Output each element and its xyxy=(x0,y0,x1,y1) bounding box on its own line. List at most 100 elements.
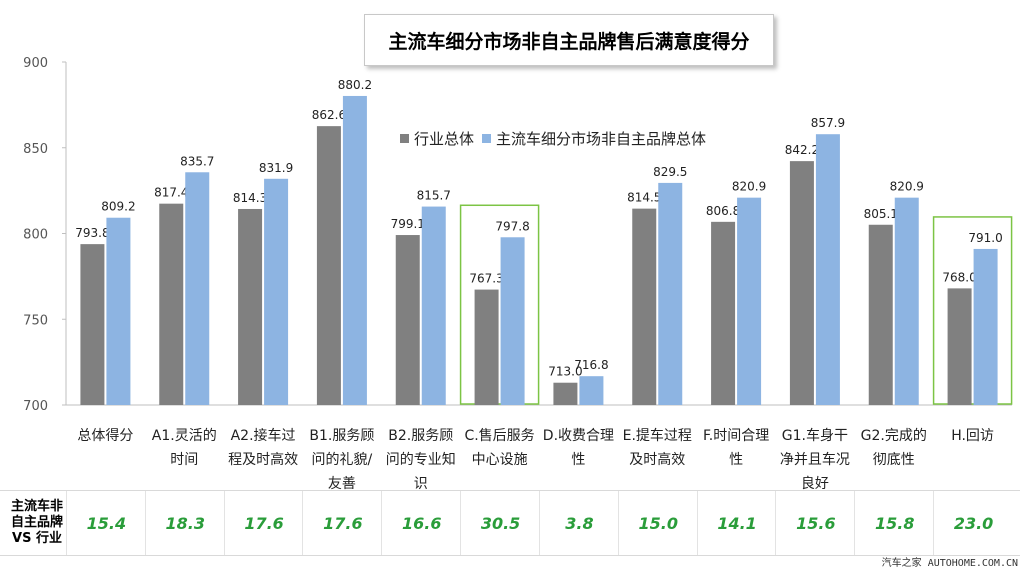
y-tick-label: 850 xyxy=(23,142,48,157)
data-label-industry: 768.0 xyxy=(942,270,976,284)
data-label-brand: 820.9 xyxy=(732,180,766,194)
bar-brand xyxy=(973,248,998,405)
difference-row: 主流车非 自主品牌 VS 行业 15.4 18.3 17.6 17.6 16.6 30.5… xyxy=(0,490,1020,556)
x-category-label: 总体得分 xyxy=(77,427,133,444)
x-category-label: H.回访 xyxy=(951,428,994,444)
difference-value: 15.6 xyxy=(775,491,855,555)
bar-industry xyxy=(80,244,105,405)
data-label-brand: 809.2 xyxy=(101,200,135,214)
bar-brand xyxy=(185,172,210,405)
x-category-label: 识 xyxy=(414,476,428,492)
bar-brand xyxy=(579,376,604,405)
bar-brand xyxy=(894,197,919,405)
x-category-label: B2.服务顾 xyxy=(388,428,453,444)
difference-value: 14.1 xyxy=(696,491,777,555)
legend: 行业总体 主流车细分市场非自主品牌总体 xyxy=(400,128,714,149)
difference-row-label: 主流车非 自主品牌 VS 行业 xyxy=(6,494,68,552)
highlight-box xyxy=(932,216,1013,405)
bar-industry xyxy=(868,224,893,405)
difference-value: 16.6 xyxy=(381,491,461,555)
chart-title: 主流车细分市场非自主品牌售后满意度得分 xyxy=(364,14,774,66)
data-label-brand: 857.9 xyxy=(811,116,845,130)
highlight-box xyxy=(459,204,540,405)
data-label-industry: 799.1 xyxy=(391,217,425,231)
difference-value: 15.8 xyxy=(854,491,934,555)
difference-value: 3.8 xyxy=(538,491,619,555)
data-label-brand: 820.9 xyxy=(890,180,924,194)
bar-brand xyxy=(264,178,289,405)
x-category-label: 净并且车况 xyxy=(780,451,850,468)
difference-label-line: 自主品牌 xyxy=(10,515,63,530)
data-label-industry: 842.2 xyxy=(785,143,819,157)
data-label-industry: 793.8 xyxy=(75,226,109,240)
data-label-industry: 814.3 xyxy=(233,191,267,205)
x-category-label: G2.完成的 xyxy=(861,428,927,444)
difference-value: 23.0 xyxy=(933,491,1013,555)
data-label-brand: 791.0 xyxy=(968,231,1002,245)
bar-industry xyxy=(789,161,814,405)
difference-label-line: 主流车非 xyxy=(10,499,63,514)
x-category-label: A2.接车过 xyxy=(231,427,296,444)
bar-brand xyxy=(106,217,131,405)
difference-value: 15.4 xyxy=(65,491,146,555)
data-label-brand: 716.8 xyxy=(574,358,608,372)
watermark: 汽车之家 AUTOHOME.COM.CN xyxy=(881,558,1018,569)
data-label-industry: 767.3 xyxy=(469,272,503,286)
y-tick-label: 900 xyxy=(23,56,48,71)
x-category-label: 性 xyxy=(729,452,743,468)
x-category-label: 良好 xyxy=(801,476,829,492)
bar-brand xyxy=(737,197,762,405)
bar-industry xyxy=(947,288,972,405)
data-label-industry: 805.1 xyxy=(864,207,898,221)
legend-item-industry: 行业总体 xyxy=(400,128,474,149)
bar-industry xyxy=(474,289,499,405)
difference-value: 18.3 xyxy=(144,491,225,555)
bar-brand xyxy=(342,95,367,405)
bar-brand xyxy=(815,134,840,405)
legend-label-brand: 主流车细分市场非自主品牌总体 xyxy=(496,130,707,148)
bar-industry xyxy=(238,208,263,405)
x-category-label: G1.车身干 xyxy=(782,427,848,444)
y-tick-label: 800 xyxy=(23,228,48,243)
difference-value: 17.6 xyxy=(302,491,382,555)
bar-industry xyxy=(159,203,184,405)
data-label-brand: 831.9 xyxy=(259,161,293,175)
legend-swatch-brand xyxy=(482,134,492,143)
data-label-industry: 862.6 xyxy=(312,108,346,122)
bar-industry xyxy=(553,382,578,405)
data-label-industry: 814.5 xyxy=(627,191,661,205)
x-category-label: E.提车过程 xyxy=(623,427,692,444)
bar-industry xyxy=(395,235,420,405)
x-category-label: 时间 xyxy=(170,452,198,468)
data-label-brand: 815.7 xyxy=(417,189,451,203)
difference-value: 15.0 xyxy=(617,491,698,555)
x-category-label: 及时高效 xyxy=(629,451,685,468)
bar-brand xyxy=(421,206,446,405)
x-category-label: 友善 xyxy=(328,476,356,492)
data-label-brand: 835.7 xyxy=(180,154,214,168)
x-category-label: 性 xyxy=(571,452,585,468)
data-label-industry: 817.4 xyxy=(154,186,188,200)
x-category-label: F.时间合理 xyxy=(703,428,769,444)
legend-label-industry: 行业总体 xyxy=(414,130,475,148)
x-category-label: 问的礼貌/ xyxy=(312,452,373,468)
difference-label-line: VS 行业 xyxy=(12,531,62,546)
data-label-brand: 829.5 xyxy=(653,165,687,179)
difference-value: 17.6 xyxy=(223,491,304,555)
x-category-label: 问的专业知 xyxy=(386,451,456,468)
data-label-industry: 806.8 xyxy=(706,204,740,218)
difference-value: 30.5 xyxy=(460,491,540,555)
data-label-brand: 880.2 xyxy=(338,78,372,92)
x-category-label: B1.服务顾 xyxy=(309,428,374,444)
bar-industry xyxy=(711,221,736,405)
legend-item-brand: 主流车细分市场非自主品牌总体 xyxy=(482,128,706,149)
x-category-label: D.收费合理 xyxy=(543,428,614,444)
data-label-industry: 713.0 xyxy=(548,365,582,379)
bar-industry xyxy=(316,126,341,406)
x-category-label: C.售后服务 xyxy=(464,428,534,444)
x-category-label: 程及时高效 xyxy=(228,451,298,468)
bar-industry xyxy=(632,208,657,405)
y-tick-label: 750 xyxy=(23,313,48,328)
x-category-label: A1.灵活的 xyxy=(152,428,217,444)
